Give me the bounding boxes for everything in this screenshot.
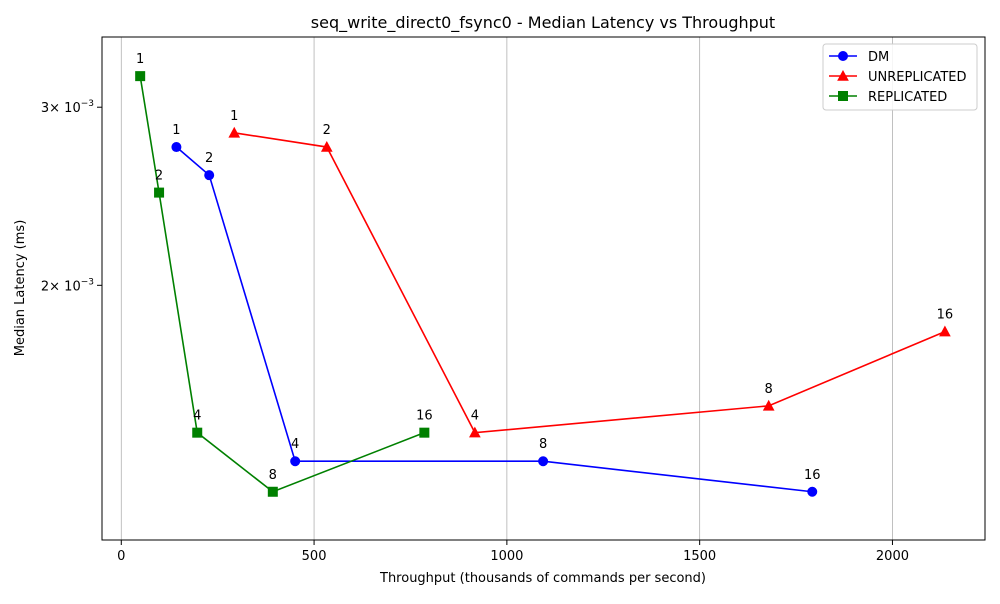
- data-label-replicated: 16: [416, 409, 433, 424]
- legend-marker-dm: [838, 51, 848, 61]
- data-point-dm: [204, 170, 215, 181]
- data-point-replicated: [192, 427, 203, 438]
- legend-label-unreplicated: UNREPLICATED: [868, 70, 967, 85]
- data-point-dm: [538, 456, 549, 467]
- data-label-unreplicated: 2: [323, 123, 331, 138]
- data-label-dm: 4: [291, 437, 299, 452]
- series-line-unreplicated: [234, 132, 946, 434]
- series-unreplicated: 1 2 4 8 16: [228, 109, 954, 438]
- series-line-dm: [175, 146, 813, 493]
- legend: DM UNREPLICATED REPLICATED: [822, 43, 978, 111]
- data-label-replicated: 1: [136, 52, 144, 67]
- data-label-dm: 8: [539, 437, 547, 452]
- data-point-unreplicated: [762, 399, 775, 411]
- data-label-replicated: 4: [193, 409, 201, 424]
- data-label-dm: 1: [172, 123, 180, 138]
- y-axis-ticks: 2× 10−3 3× 10−3: [41, 99, 102, 294]
- series-replicated: 1 2 4 8 16: [135, 52, 433, 497]
- data-point-unreplicated: [228, 126, 241, 138]
- x-tick-label: 1000: [490, 549, 523, 564]
- data-point-unreplicated: [939, 325, 951, 337]
- legend-marker-replicated: [838, 91, 848, 101]
- chart-title: seq_write_direct0_fsync0 - Median Latenc…: [311, 13, 775, 33]
- data-label-replicated: 2: [155, 169, 163, 184]
- data-point-dm: [290, 456, 301, 467]
- data-point-dm: [807, 486, 818, 497]
- data-label-replicated: 8: [269, 468, 277, 483]
- legend-label-dm: DM: [868, 50, 889, 65]
- data-label-unreplicated: 16: [937, 308, 954, 323]
- x-tick-label: 0: [117, 549, 125, 564]
- data-label-unreplicated: 8: [765, 382, 773, 397]
- x-tick-label: 2000: [876, 549, 909, 564]
- grid-layer: [120, 37, 893, 540]
- x-axis-label: Throughput (thousands of commands per se…: [379, 571, 706, 586]
- data-point-replicated: [267, 486, 278, 497]
- data-label-unreplicated: 4: [471, 409, 479, 424]
- data-point-unreplicated: [469, 426, 481, 438]
- series-dm: 1 2 4 8 16: [171, 123, 821, 497]
- legend-box: [822, 43, 978, 111]
- series-line-replicated: [139, 76, 425, 493]
- y-axis-label: Median Latency (ms): [13, 220, 28, 357]
- series-layer: 1 2 4 8 16 1 2 4 8 16 1 2 4 8 16: [135, 52, 954, 497]
- legend-label-replicated: REPLICATED: [868, 90, 947, 105]
- data-point-replicated: [419, 427, 430, 438]
- data-point-dm: [171, 142, 182, 153]
- data-point-replicated: [135, 71, 146, 82]
- legend-marker-unreplicated: [837, 69, 849, 81]
- plot-area: [101, 36, 986, 541]
- x-tick-label: 1500: [683, 549, 716, 564]
- data-point-replicated: [154, 187, 165, 198]
- x-tick-label: 500: [302, 549, 327, 564]
- y-tick-label: 2× 10−3: [41, 277, 94, 294]
- x-axis-ticks: 0 500 1000 1500 2000: [117, 540, 909, 564]
- data-label-dm: 16: [804, 468, 821, 483]
- y-tick-label: 3× 10−3: [41, 99, 94, 116]
- data-label-unreplicated: 1: [230, 109, 238, 124]
- data-label-dm: 2: [205, 151, 213, 166]
- data-point-unreplicated: [320, 140, 333, 152]
